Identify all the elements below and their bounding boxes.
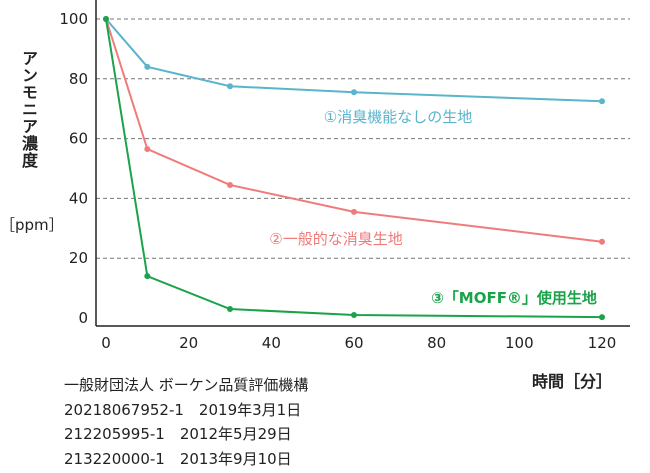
y-tick-label: 60 xyxy=(69,130,88,148)
data-point xyxy=(103,16,109,22)
x-tick-label: 20 xyxy=(179,334,198,352)
series-label: ②一般的な消臭生地 xyxy=(269,230,402,248)
data-point xyxy=(599,98,605,105)
x-tick-label: 120 xyxy=(588,334,617,352)
x-axis-label: 時間［分］ xyxy=(532,372,613,391)
y-axis-unit: ［ppm］ xyxy=(0,216,64,234)
data-point xyxy=(599,238,605,245)
note-line: 213220000-1 2013年9月10日 xyxy=(64,449,292,468)
series-line xyxy=(105,18,603,103)
data-point xyxy=(599,314,605,321)
data-point xyxy=(144,273,151,280)
note-line: 20218067952-1 2019年3月1日 xyxy=(64,400,302,419)
note-line: 一般財団法人 ボーケン品質評価機構 xyxy=(64,376,309,394)
x-tick-label: 80 xyxy=(427,334,446,352)
test-notes: 一般財団法人 ボーケン品質評価機構 20218067952-1 2019年3月1… xyxy=(64,373,308,471)
y-tick-label: 80 xyxy=(69,70,88,88)
data-point xyxy=(351,312,357,319)
y-tick-label: 0 xyxy=(78,309,88,327)
data-point xyxy=(144,146,151,153)
series-label: ③「MOFF®」使用生地 xyxy=(431,289,597,307)
y-tick-label: 40 xyxy=(69,189,88,207)
x-tick-label: 40 xyxy=(262,334,281,352)
series-line xyxy=(105,18,603,319)
x-tick-label: 60 xyxy=(344,334,363,352)
y-axis-label: アンモニア濃度 xyxy=(19,50,38,169)
note-line: 212205995-1 2012年5月29日 xyxy=(64,425,292,443)
x-tick-label: 0 xyxy=(101,334,111,352)
series-label: ①消臭機能なしの生地 xyxy=(324,108,472,126)
line-chart: 0 20 40 60 80 100 0 20 40 60 80 100 120 ①消臭機能なしの生地 ②一般… xyxy=(59,0,630,352)
series-line xyxy=(105,18,603,243)
x-tick-label: 100 xyxy=(505,334,534,352)
data-point xyxy=(351,89,357,96)
data-point xyxy=(227,181,233,188)
data-point xyxy=(227,83,233,90)
data-point xyxy=(144,63,151,70)
y-tick-label: 100 xyxy=(59,10,88,28)
data-point xyxy=(227,306,233,313)
y-tick-label: 20 xyxy=(69,249,88,267)
data-point xyxy=(351,208,357,215)
